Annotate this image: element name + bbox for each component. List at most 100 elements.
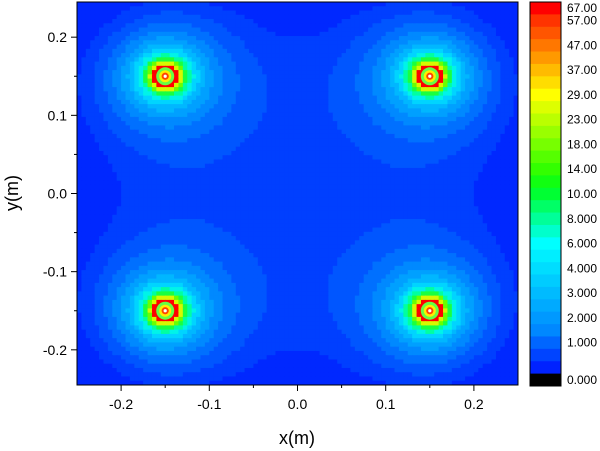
contour-cell xyxy=(293,121,299,127)
contour-cell xyxy=(398,61,404,67)
contour-cell xyxy=(174,23,180,29)
contour-cell xyxy=(134,189,140,195)
contour-cell xyxy=(266,197,272,203)
contour-cell xyxy=(363,27,369,33)
contour-cell xyxy=(310,2,316,7)
contour-cell xyxy=(429,189,435,195)
contour-cell xyxy=(85,129,91,135)
contour-cell xyxy=(456,99,462,105)
contour-cell xyxy=(112,74,118,80)
contour-cell xyxy=(328,23,334,29)
contour-cell xyxy=(390,36,396,41)
contour-cell xyxy=(235,167,241,173)
contour-cell xyxy=(301,138,307,144)
contour-cell xyxy=(191,82,197,88)
contour-cell xyxy=(354,155,360,161)
contour-cell xyxy=(284,206,290,212)
contour-cell xyxy=(443,6,449,12)
contour-cell xyxy=(85,138,91,144)
contour-cell xyxy=(90,10,96,16)
contour-cell xyxy=(90,163,96,169)
contour-cell xyxy=(226,189,232,195)
contour-cell xyxy=(513,180,518,186)
contour-cell xyxy=(134,82,140,88)
contour-cell xyxy=(288,74,294,80)
contour-cell xyxy=(337,138,343,144)
contour-cell xyxy=(99,74,105,80)
contour-cell xyxy=(107,125,113,131)
contour-cell xyxy=(284,74,290,80)
contour-cell xyxy=(235,129,241,135)
contour-cell xyxy=(240,129,246,135)
contour-cell xyxy=(121,197,127,203)
contour-cell xyxy=(350,74,356,80)
contour-cell xyxy=(200,14,206,20)
contour-cell xyxy=(226,167,232,173)
contour-cell xyxy=(90,65,96,71)
contour-cell xyxy=(301,95,307,101)
contour-cell xyxy=(178,184,184,190)
contour-cell xyxy=(257,99,263,105)
contour-cell xyxy=(420,210,426,216)
contour-cell xyxy=(332,10,338,16)
contour-cell xyxy=(416,150,422,156)
contour-cell xyxy=(204,155,210,161)
contour-cell xyxy=(323,206,329,212)
contour-cell xyxy=(447,6,453,12)
contour-cell xyxy=(403,142,409,148)
contour-cell xyxy=(257,10,263,16)
contour-cell xyxy=(372,189,378,195)
contour-cell xyxy=(372,146,378,152)
contour-cell xyxy=(271,48,277,54)
contour-cell xyxy=(390,167,396,173)
contour-cell xyxy=(478,138,484,144)
contour-cell xyxy=(473,184,479,190)
contour-cell xyxy=(451,36,457,41)
contour-cell xyxy=(429,23,435,29)
contour-cell xyxy=(204,163,210,169)
contour-cell xyxy=(218,31,224,37)
contour-cell xyxy=(509,65,515,71)
contour-cell xyxy=(416,61,422,67)
contour-cell xyxy=(385,159,391,165)
contour-cell xyxy=(266,36,272,41)
contour-cell xyxy=(279,27,285,33)
contour-cell xyxy=(116,142,122,148)
contour-cell xyxy=(473,193,479,199)
contour-cell xyxy=(209,210,215,216)
contour-cell xyxy=(328,61,334,67)
contour-cell xyxy=(372,163,378,169)
contour-cell xyxy=(469,53,475,58)
contour-cell xyxy=(359,189,365,195)
contour-cell xyxy=(85,189,91,195)
contour-cell xyxy=(94,163,100,169)
contour-cell xyxy=(416,108,422,114)
contour-cell xyxy=(213,44,219,50)
contour-cell xyxy=(138,202,144,207)
contour-cell xyxy=(478,14,484,20)
contour-cell xyxy=(125,189,131,195)
contour-cell xyxy=(372,82,378,88)
contour-cell xyxy=(121,121,127,127)
contour-cell xyxy=(213,53,219,58)
contour-cell xyxy=(200,206,206,212)
contour-cell xyxy=(160,176,166,182)
contour-cell xyxy=(187,61,193,67)
contour-cell xyxy=(151,163,157,169)
contour-cell xyxy=(319,150,325,156)
contour-cell xyxy=(332,202,338,207)
contour-cell xyxy=(509,159,515,165)
contour-cell xyxy=(390,53,396,58)
contour-cell xyxy=(257,23,263,29)
contour-cell xyxy=(182,19,188,24)
contour-cell xyxy=(253,202,259,207)
contour-cell xyxy=(244,138,250,144)
contour-cell xyxy=(412,65,418,71)
contour-cell xyxy=(226,10,232,16)
contour-cell xyxy=(218,116,224,122)
contour-cell xyxy=(478,167,484,173)
contour-cell xyxy=(350,146,356,152)
contour-cell xyxy=(99,2,105,7)
contour-cell xyxy=(112,87,118,92)
contour-cell xyxy=(151,172,157,178)
